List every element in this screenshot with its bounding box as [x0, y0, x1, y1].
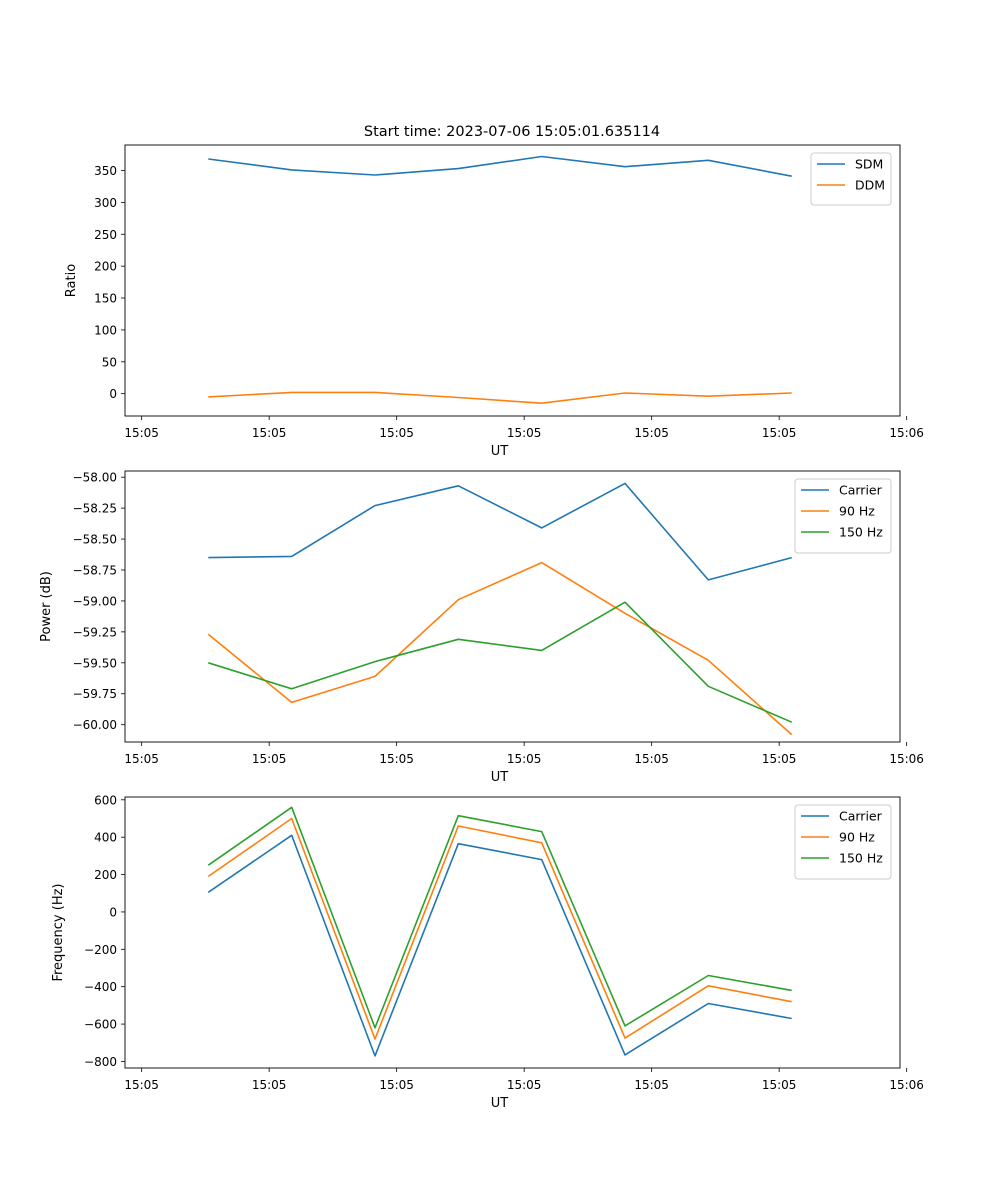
- legend-label: 90 Hz: [839, 830, 875, 845]
- y-tick-label: −800: [84, 1055, 117, 1069]
- x-tick-label: 15:05: [252, 752, 287, 766]
- x-tick-label: 15:06: [889, 1078, 924, 1092]
- x-tick-label: 15:05: [507, 1078, 542, 1092]
- y-axis-label: Ratio: [64, 264, 79, 297]
- x-tick-label: 15:05: [634, 426, 669, 440]
- y-tick-label: 300: [94, 196, 117, 210]
- legend-frame: [794, 478, 892, 554]
- y-tick-label: −58.50: [73, 533, 117, 547]
- legend-frame: [810, 152, 892, 206]
- x-axis-label: UT: [491, 1096, 509, 1111]
- x-tick-label: 15:06: [889, 426, 924, 440]
- legend-label: DDM: [855, 178, 885, 193]
- y-axis-label: Power (dB): [39, 571, 54, 642]
- x-tick-label: 15:05: [634, 1078, 669, 1092]
- y-tick-label: 250: [94, 228, 117, 242]
- legend: Carrier 90 Hz 150 Hz: [794, 478, 892, 554]
- axes-frame: [124, 470, 901, 743]
- figure-title: Start time: 2023-07-06 15:05:01.635114: [364, 124, 660, 140]
- legend-label: Carrier: [839, 483, 883, 498]
- x-tick-label: 15:05: [124, 426, 159, 440]
- x-tick-label: 15:05: [762, 426, 797, 440]
- legend-label: SDM: [855, 157, 883, 172]
- y-tick-label: −59.75: [73, 687, 117, 701]
- y-tick-label: 600: [94, 793, 117, 807]
- series-line-carrier: [207, 834, 792, 1057]
- x-tick-label: 15:05: [507, 752, 542, 766]
- legend-frame: [794, 804, 892, 880]
- y-tick-label: 0: [109, 387, 117, 401]
- x-tick-label: 15:05: [252, 426, 287, 440]
- x-tick-label: 15:05: [124, 752, 159, 766]
- x-tick-label: 15:05: [379, 426, 414, 440]
- x-tick-label: 15:05: [634, 752, 669, 766]
- x-tick-label: 15:05: [252, 1078, 287, 1092]
- y-tick-label: −60.00: [73, 718, 117, 732]
- axes-frame: [124, 144, 901, 417]
- y-tick-label: 50: [102, 355, 117, 369]
- y-tick-label: −200: [84, 943, 117, 957]
- y-tick-label: −59.25: [73, 625, 117, 639]
- x-tick-label: 15:05: [379, 1078, 414, 1092]
- axes-frame: [124, 796, 901, 1069]
- power-panel: 15:05 15:05 15:05 15:05 15:05 15:05 15:06 −60.0…: [39, 470, 924, 785]
- y-tick-label: −58.00: [73, 471, 117, 485]
- x-tick-label: 15:05: [124, 1078, 159, 1092]
- frequency-panel: 15:05 15:05 15:05 15:05 15:05 15:05 15:06 −800 −…: [51, 793, 924, 1111]
- x-tick-label: 15:06: [889, 752, 924, 766]
- legend: Carrier 90 Hz 150 Hz: [794, 804, 892, 880]
- x-axis-label: UT: [491, 770, 509, 785]
- y-tick-label: 400: [94, 831, 117, 845]
- series-line-150-hz: [208, 601, 793, 723]
- y-tick-label: 200: [94, 868, 117, 882]
- y-tick-label: −58.25: [73, 502, 117, 516]
- legend-label: Carrier: [839, 809, 883, 824]
- series-line-90-hz: [207, 561, 793, 736]
- ratio-panel: 15:05 15:05 15:05 15:05 15:05 15:05 15:06 0 50 10…: [64, 144, 924, 459]
- series-line-ddm: [208, 391, 792, 405]
- legend: SDM DDM: [810, 152, 892, 206]
- legend-label: 90 Hz: [839, 504, 875, 519]
- x-axis-label: UT: [491, 444, 509, 459]
- y-tick-label: 200: [94, 260, 117, 274]
- x-tick-label: 15:05: [762, 1078, 797, 1092]
- legend-label: 150 Hz: [839, 525, 883, 540]
- y-axis-label: Frequency (Hz): [51, 883, 66, 981]
- y-tick-label: −58.75: [73, 563, 117, 577]
- y-tick-label: −600: [84, 1018, 117, 1032]
- y-tick-label: 350: [94, 164, 117, 178]
- y-tick-label: −59.00: [73, 594, 117, 608]
- x-tick-label: 15:05: [379, 752, 414, 766]
- y-tick-label: −400: [84, 980, 117, 994]
- series-line-90-hz: [207, 817, 792, 1040]
- y-tick-label: 0: [109, 905, 117, 919]
- y-tick-label: 100: [94, 323, 117, 337]
- series-line-sdm: [208, 155, 792, 177]
- series-line-150-hz: [207, 806, 792, 1029]
- x-tick-label: 15:05: [507, 426, 542, 440]
- series-line-carrier: [208, 482, 792, 581]
- y-tick-label: −59.50: [73, 656, 117, 670]
- legend-label: 150 Hz: [839, 851, 883, 866]
- y-tick-label: 150: [94, 292, 117, 306]
- x-tick-label: 15:05: [762, 752, 797, 766]
